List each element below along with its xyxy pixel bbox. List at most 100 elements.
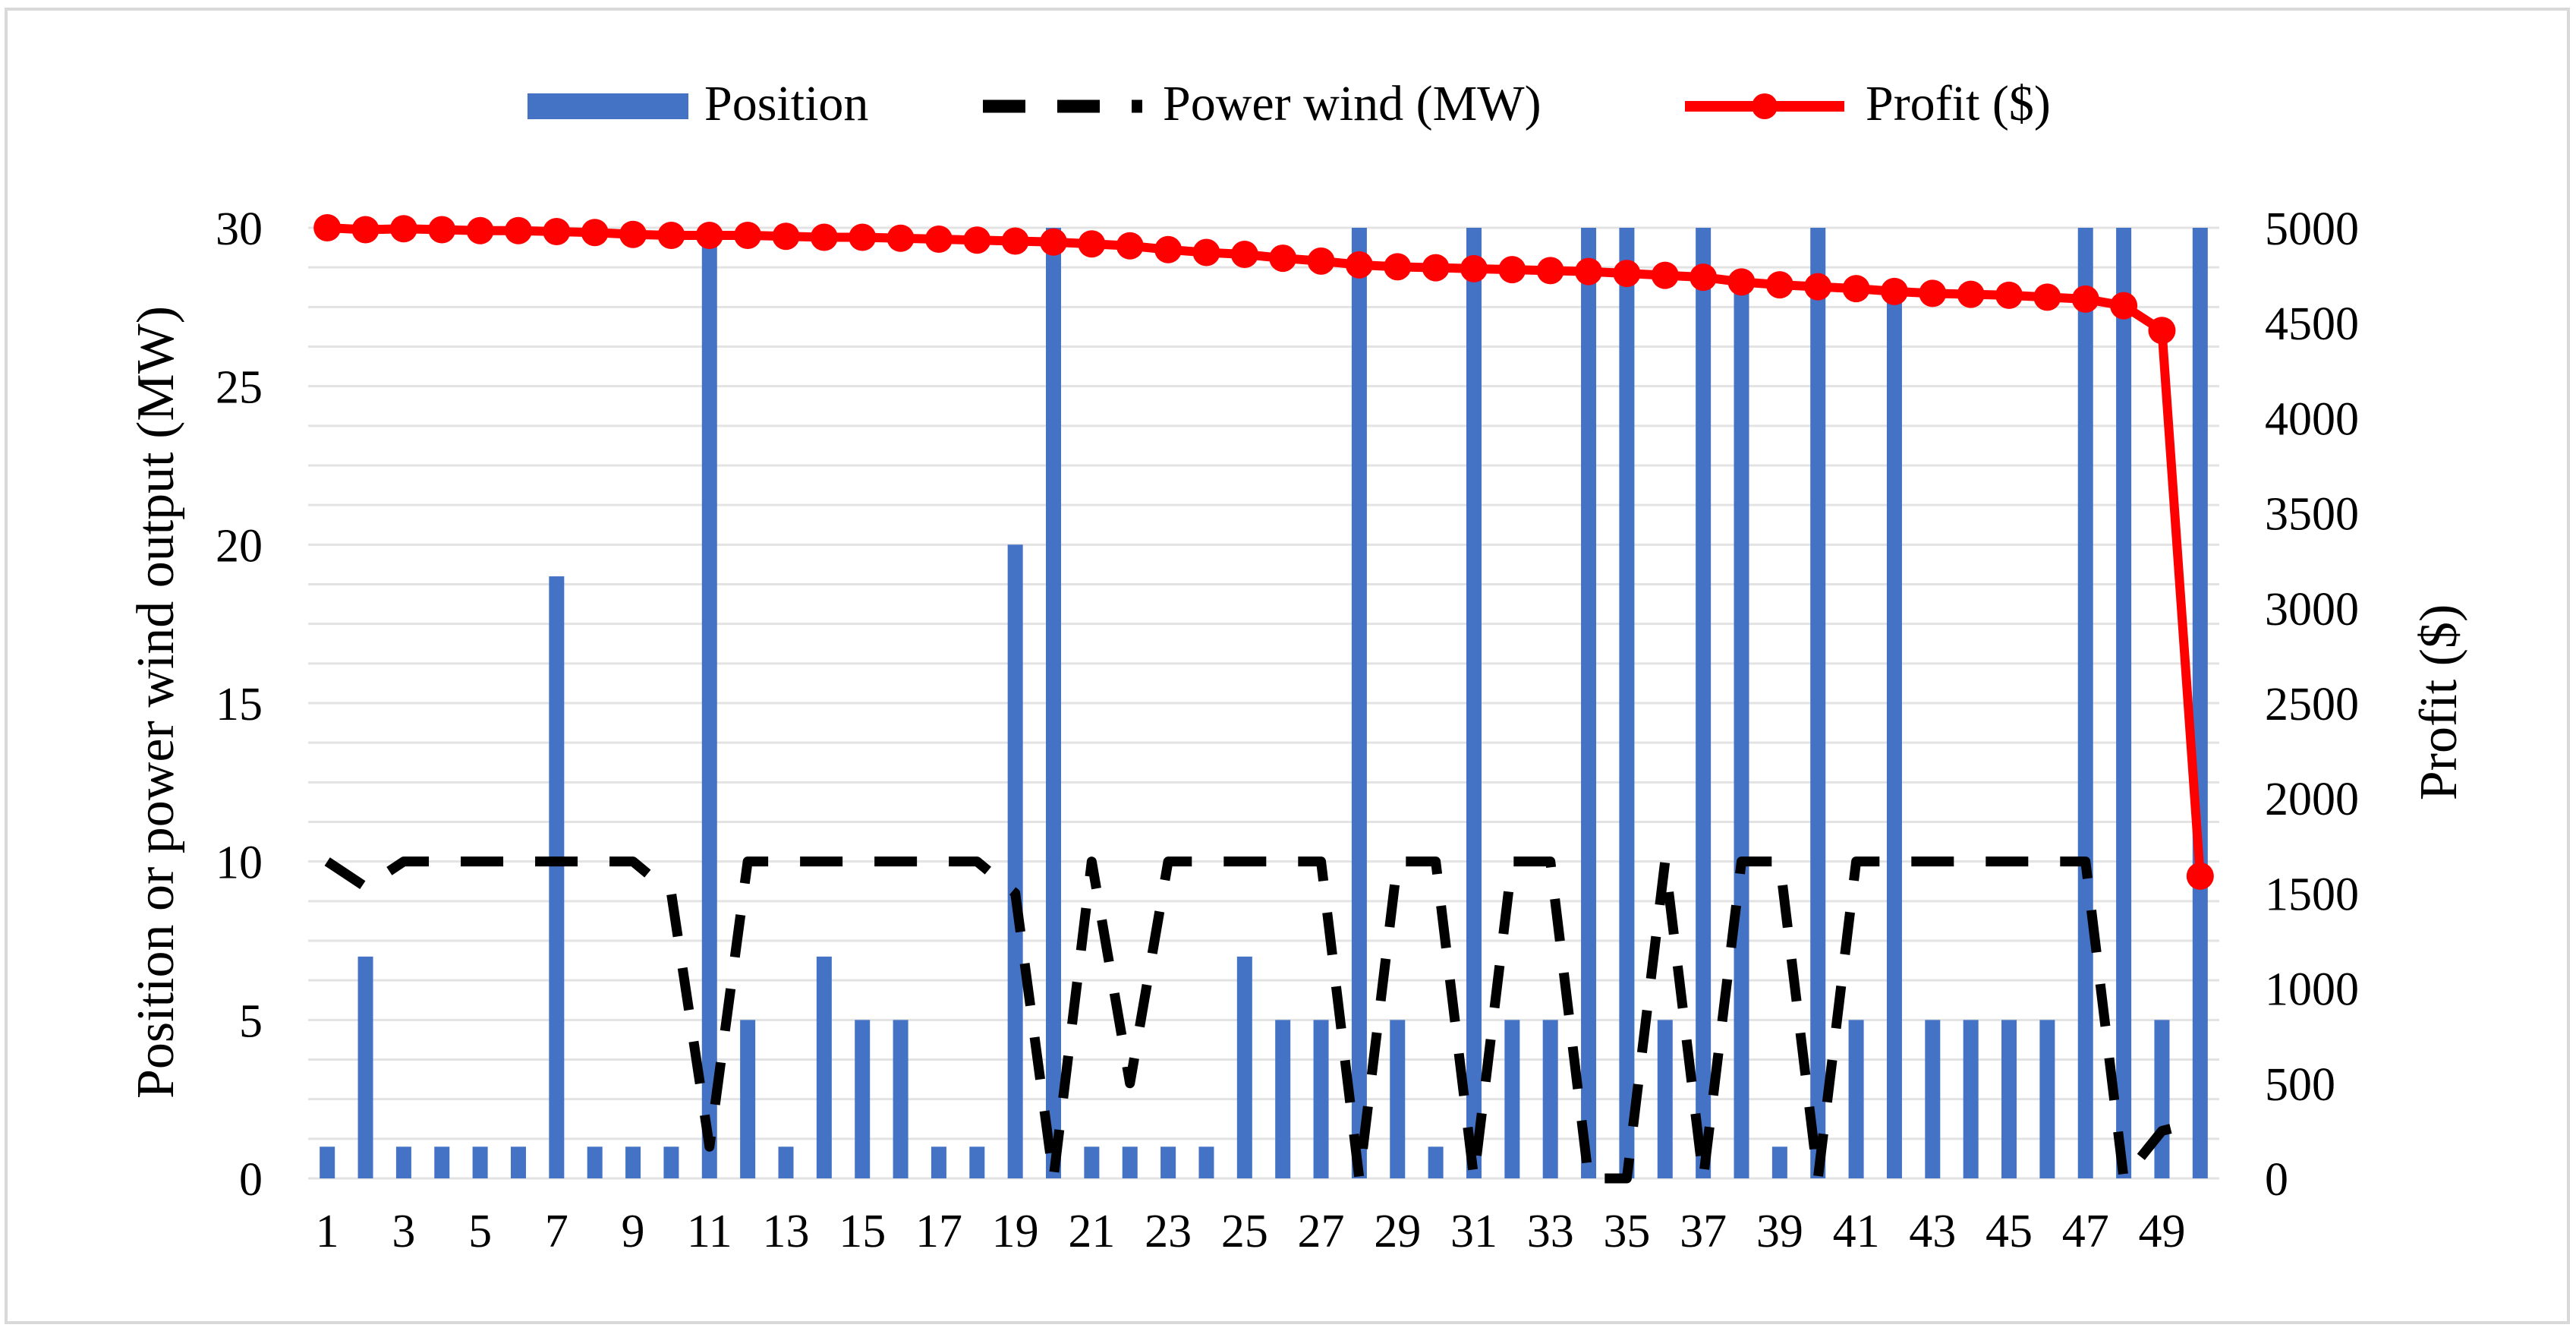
profit-marker xyxy=(1995,281,2023,309)
position-bar xyxy=(1313,1020,1329,1178)
position-bar xyxy=(1810,228,1826,1178)
profit-marker xyxy=(963,226,991,254)
position-bar xyxy=(1504,1020,1520,1178)
position-bar xyxy=(1619,228,1635,1178)
position-bar xyxy=(1542,1020,1558,1178)
profit-marker xyxy=(428,216,456,244)
x-tick-label: 33 xyxy=(1527,1206,1574,1257)
position-bar xyxy=(2039,1020,2055,1178)
profit-marker xyxy=(1116,232,1144,260)
legend-label-power-wind: Power wind (MW) xyxy=(1163,76,1542,131)
right-tick-label: 0 xyxy=(2265,1154,2288,1206)
x-axis-ticks: 1 3 5 7 9 11 13 15 17 19 21 23 25 27 29 31 33 35 37 39 41 43 4… xyxy=(316,1206,2186,1257)
position-bar xyxy=(1848,1020,1864,1178)
x-tick-label: 11 xyxy=(687,1206,732,1257)
position-bar xyxy=(434,1146,450,1178)
profit-marker xyxy=(1651,261,1679,289)
position-bar xyxy=(778,1146,794,1178)
position-bar xyxy=(587,1146,603,1178)
x-tick-label: 5 xyxy=(468,1206,492,1257)
x-tick-label: 13 xyxy=(763,1206,810,1257)
x-tick-label: 49 xyxy=(2138,1206,2185,1257)
left-tick-label: 30 xyxy=(216,203,263,255)
profit-marker xyxy=(734,222,762,250)
right-axis-title: Profit ($) xyxy=(2410,604,2468,801)
right-tick-label: 2000 xyxy=(2265,774,2359,825)
legend-swatch-position xyxy=(527,93,688,119)
x-tick-label: 15 xyxy=(839,1206,886,1257)
position-bar xyxy=(855,1020,871,1178)
legend-label-profit: Profit ($) xyxy=(1866,76,2051,131)
profit-marker xyxy=(619,220,647,248)
legend: Position Power wind (MW) Profit ($) xyxy=(527,76,2051,131)
position-bar xyxy=(2077,228,2093,1178)
left-tick-label: 25 xyxy=(216,362,263,414)
position-bar xyxy=(2116,228,2132,1178)
position-bar xyxy=(663,1146,679,1178)
position-bar xyxy=(931,1146,946,1178)
right-tick-label: 4500 xyxy=(2265,298,2359,350)
profit-marker xyxy=(1765,271,1793,299)
profit-marker xyxy=(1690,263,1718,292)
position-bar xyxy=(472,1146,488,1178)
position-bar xyxy=(2154,1020,2170,1178)
profit-marker xyxy=(810,223,838,251)
profit-marker xyxy=(313,214,342,241)
x-tick-label: 27 xyxy=(1298,1206,1345,1257)
x-tick-label: 43 xyxy=(1909,1206,1956,1257)
position-bar xyxy=(1236,956,1252,1178)
profit-marker xyxy=(1460,254,1488,282)
profit-marker xyxy=(351,216,379,244)
profit-marker xyxy=(1498,256,1526,284)
x-tick-label: 39 xyxy=(1756,1206,1803,1257)
position-bar xyxy=(1734,291,1749,1178)
position-bar xyxy=(1351,228,1367,1178)
position-bar xyxy=(1925,1020,1941,1178)
profit-marker xyxy=(1154,235,1183,263)
position-bar xyxy=(1771,1146,1787,1178)
x-tick-label: 21 xyxy=(1068,1206,1115,1257)
profit-marker xyxy=(1536,257,1564,285)
profit-marker xyxy=(772,222,800,251)
position-bars xyxy=(320,228,2208,1178)
profit-marker xyxy=(1727,268,1756,296)
left-axis-ticks: 0 5 10 15 20 25 30 xyxy=(216,203,263,1206)
position-bar xyxy=(1390,1020,1406,1178)
profit-marker xyxy=(657,222,685,250)
profit-marker xyxy=(1880,277,1908,305)
x-tick-label: 3 xyxy=(392,1206,415,1257)
left-axis-title: Position or power wind output (MW) xyxy=(127,306,185,1099)
x-tick-label: 41 xyxy=(1833,1206,1880,1257)
position-bar xyxy=(1198,1146,1214,1178)
profit-marker xyxy=(1613,260,1641,288)
x-tick-label: 25 xyxy=(1221,1206,1268,1257)
position-bar xyxy=(395,1146,411,1178)
profit-marker xyxy=(2186,862,2214,890)
x-tick-label: 17 xyxy=(915,1206,962,1257)
left-tick-label: 0 xyxy=(239,1154,263,1206)
position-bar xyxy=(1275,1020,1291,1178)
position-bar xyxy=(1046,228,1062,1178)
left-tick-label: 5 xyxy=(239,995,263,1047)
profit-marker xyxy=(2148,317,2176,345)
profit-marker xyxy=(1919,279,1947,308)
right-tick-label: 2500 xyxy=(2265,679,2359,730)
power-wind-polyline xyxy=(324,856,2202,1184)
right-tick-label: 4000 xyxy=(2265,393,2359,445)
profit-marker xyxy=(695,222,723,250)
profit-marker xyxy=(1422,254,1450,282)
x-tick-label: 29 xyxy=(1374,1206,1421,1257)
profit-marker xyxy=(543,218,571,246)
left-tick-label: 10 xyxy=(216,837,263,889)
position-bar xyxy=(1886,291,1902,1178)
position-bar xyxy=(1581,228,1597,1178)
right-tick-label: 3000 xyxy=(2265,584,2359,636)
x-tick-label: 7 xyxy=(545,1206,568,1257)
position-bar xyxy=(816,956,832,1178)
position-bar xyxy=(1696,228,1712,1178)
profit-marker xyxy=(924,226,953,254)
position-bar xyxy=(510,1146,526,1178)
profit-marker xyxy=(1804,273,1832,301)
position-bar xyxy=(320,1146,335,1178)
power-wind-line xyxy=(324,856,2202,1184)
